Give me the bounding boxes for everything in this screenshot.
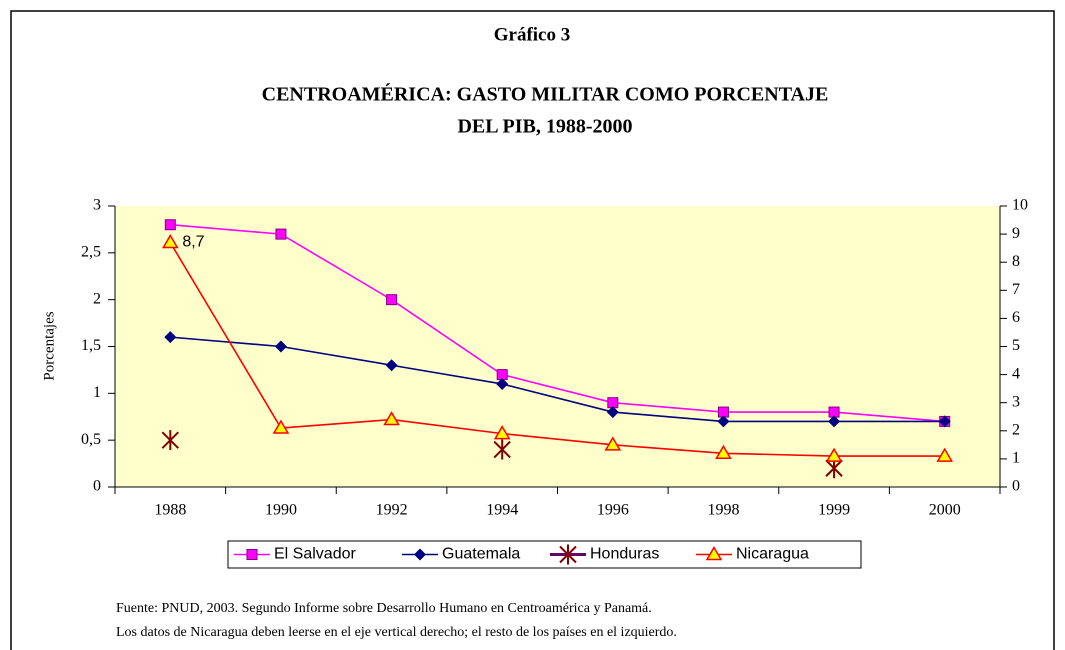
y2-tick-label: 5 (1012, 337, 1020, 354)
marker (559, 544, 577, 565)
x-tick-label: 2000 (929, 502, 961, 519)
y2-tick-label: 10 (1012, 197, 1028, 214)
note: Los datos de Nicaragua deben leerse en e… (116, 625, 677, 640)
y-tick-label: 0 (93, 478, 101, 495)
marker (161, 430, 180, 451)
marker (493, 439, 511, 460)
x-tick-label: 1998 (707, 502, 739, 519)
marker (246, 549, 258, 560)
marker (414, 548, 426, 561)
y2-tick-label: 2 (1012, 421, 1020, 438)
marker (272, 419, 290, 434)
marker (385, 359, 398, 372)
marker (604, 436, 622, 451)
y2-tick-label: 4 (1012, 365, 1020, 382)
marker (936, 447, 953, 462)
legend-label: Nicaragua (736, 546, 809, 563)
marker (493, 425, 511, 440)
y2-tick-label: 6 (1012, 309, 1020, 326)
x-tick-label: 1988 (154, 502, 186, 519)
frame (10, 10, 1055, 650)
data-label: 8,7 (182, 234, 204, 251)
y-tick-label: 2 (93, 290, 101, 307)
y2-tick-label: 3 (1012, 393, 1020, 410)
y-tick-label: 1,5 (81, 337, 101, 354)
y2-tick-label: 9 (1012, 225, 1020, 242)
marker (825, 447, 843, 462)
marker (496, 377, 509, 390)
legend-box (227, 540, 862, 569)
y2-tick-label: 0 (1012, 478, 1020, 495)
marker (383, 411, 400, 426)
chart-title: CENTROAMÉRICA: GASTO MILITAR COMO PORCEN… (262, 83, 829, 106)
chart-title: DEL PIB, 1988-2000 (457, 116, 632, 138)
x-tick-label: 1996 (597, 502, 629, 519)
y-axis-label: Porcentajes (41, 311, 57, 380)
marker (164, 219, 176, 231)
marker (162, 234, 179, 249)
y-tick-label: 1 (93, 384, 101, 401)
legend-label: Honduras (590, 546, 659, 563)
marker (274, 340, 287, 353)
x-tick-label: 1990 (265, 502, 297, 519)
y-tick-label: 3 (93, 197, 101, 214)
series-line (169, 242, 945, 457)
note: Fuente: PNUD, 2003. Segundo Informe sobr… (116, 601, 652, 616)
marker (705, 546, 723, 561)
y-tick-label: 0,5 (81, 431, 101, 448)
x-tick-label: 1992 (376, 502, 408, 519)
y2-tick-label: 7 (1012, 281, 1020, 298)
marker (828, 415, 841, 428)
marker (386, 294, 398, 306)
figure-label: Gráfico 3 (494, 24, 571, 45)
series-line (170, 336, 945, 423)
series-line (170, 223, 945, 423)
y2-tick-label: 1 (1012, 450, 1020, 467)
legend-label: Guatemala (442, 546, 520, 563)
y2-tick-label: 8 (1012, 253, 1020, 270)
plot-area (115, 206, 1000, 487)
y-tick-label: 2,5 (81, 244, 101, 261)
marker (717, 415, 730, 428)
legend-label: El Salvador (274, 546, 356, 563)
marker (715, 444, 732, 460)
marker (275, 228, 287, 240)
x-tick-label: 1999 (818, 502, 850, 519)
marker (606, 406, 619, 419)
x-tick-label: 1994 (486, 502, 518, 519)
marker (938, 415, 951, 428)
marker (164, 331, 177, 344)
